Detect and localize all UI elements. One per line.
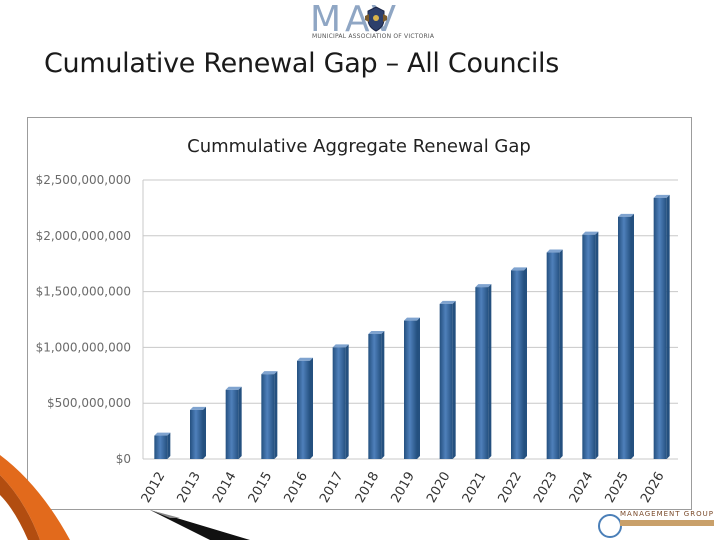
bar-2018 [368, 331, 385, 459]
y-tick-label: $2,000,000,000 [36, 229, 131, 243]
x-tick-label: 2026 [638, 470, 668, 506]
bar-2015 [261, 371, 278, 459]
x-tick-label: 2015 [246, 470, 276, 506]
bar-2014 [225, 386, 242, 459]
bar-chart: Cummulative Aggregate Renewal Gap $0 $500… [36, 136, 678, 506]
x-tick-label: 2014 [210, 470, 240, 506]
bar-2025 [618, 213, 634, 459]
corner-swoosh-decoration [0, 455, 70, 540]
y-axis-ticks: $0 $500,000,000 $1,000,000,000 $1,500,000,0… [36, 173, 131, 466]
bar-2024 [582, 231, 599, 459]
x-tick-label: 2013 [174, 470, 204, 506]
bar-2026 [653, 194, 670, 459]
x-tick-label: 2019 [388, 470, 418, 506]
coat-of-arms-icon [365, 6, 387, 32]
x-tick-label: 2022 [495, 470, 525, 506]
x-tick-label: 2023 [531, 470, 561, 506]
logo-ring-icon [598, 514, 622, 538]
bottom-stripe-decoration [150, 510, 250, 540]
x-tick-label: 2021 [460, 470, 490, 506]
x-tick-label: 2025 [602, 470, 632, 506]
y-tick-label: $0 [116, 452, 131, 466]
footer-logo-bar [620, 520, 714, 526]
y-tick-label: $500,000,000 [47, 396, 131, 410]
footer-logo-text: MANAGEMENT GROUP [620, 510, 714, 518]
y-tick-label: $2,500,000,000 [36, 173, 131, 187]
bar-2021 [475, 284, 492, 459]
bar-2017 [332, 344, 349, 459]
mav-logo-subtitle: MUNICIPAL ASSOCIATION OF VICTORIA [312, 33, 435, 40]
bar-2022 [511, 267, 527, 459]
mav-logo: MAV MUNICIPAL ASSOCIATION OF VICTORIA [298, 0, 434, 44]
x-tick-label: 2017 [317, 470, 347, 506]
chart-title: Cummulative Aggregate Renewal Gap [187, 136, 531, 157]
y-tick-label: $1,000,000,000 [36, 340, 131, 354]
bar-2020 [439, 300, 456, 459]
chart-frame: Cummulative Aggregate Renewal Gap $0 $500… [27, 117, 692, 510]
x-tick-label: 2016 [281, 470, 311, 506]
slide-title: Cumulative Renewal Gap – All Councils [44, 48, 560, 79]
bar-2023 [546, 249, 563, 459]
bar-2013 [190, 406, 206, 459]
x-axis-ticks: 2012 2013 2014 2015 2016 2017 2018 2019 2020 2021… [139, 470, 668, 506]
bar-2012 [154, 432, 171, 459]
y-tick-label: $1,500,000,000 [36, 285, 131, 299]
bars [154, 194, 670, 459]
management-group-logo: MANAGEMENT GROUP [596, 508, 720, 540]
x-tick-label: 2024 [567, 470, 597, 506]
bar-2016 [297, 357, 313, 459]
x-tick-label: 2018 [353, 470, 383, 506]
bar-2019 [404, 317, 420, 459]
x-tick-label: 2020 [424, 470, 454, 506]
